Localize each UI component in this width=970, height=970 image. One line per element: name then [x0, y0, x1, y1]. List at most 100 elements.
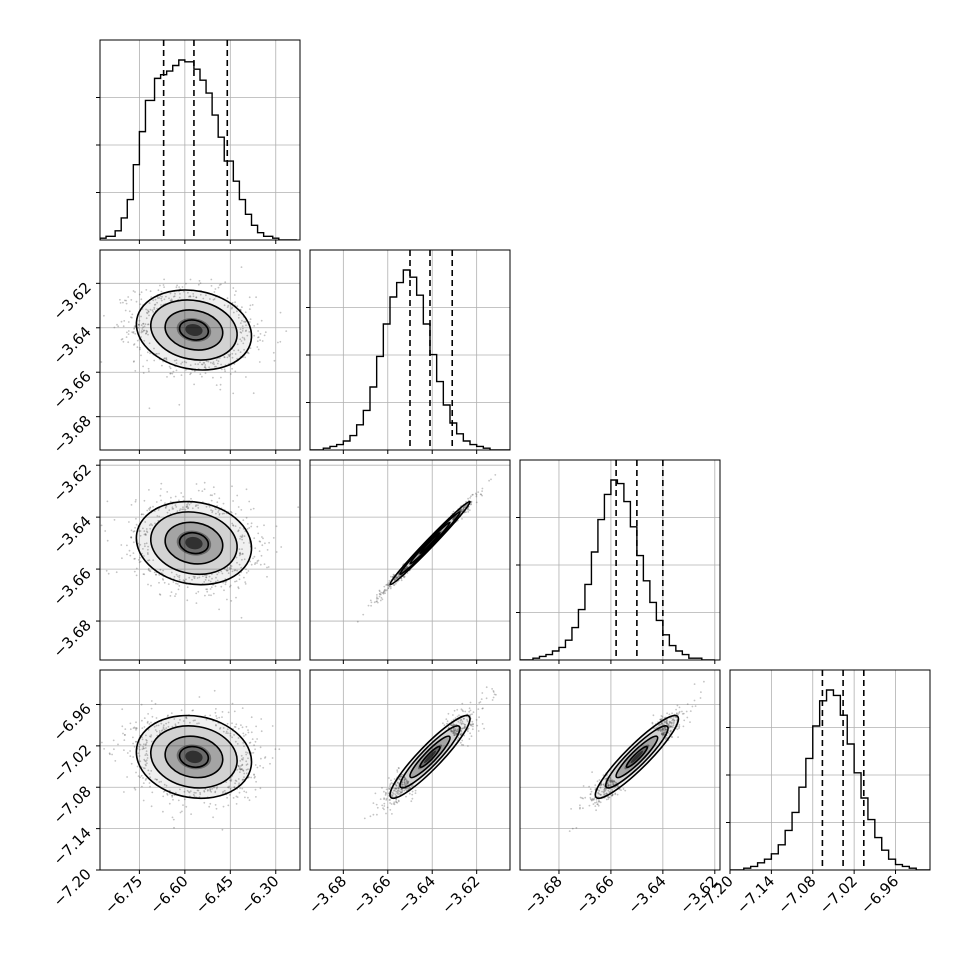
sample-point — [581, 797, 583, 799]
sample-point — [372, 813, 375, 816]
sample-point — [227, 711, 230, 714]
sample-point — [394, 787, 397, 790]
sample-point — [661, 733, 663, 736]
sample-point — [471, 720, 474, 723]
sample-point — [236, 569, 239, 572]
sample-point — [662, 728, 665, 731]
sample-point — [151, 524, 154, 527]
sample-point — [194, 575, 196, 578]
sample-point — [594, 788, 597, 790]
sample-point — [241, 558, 243, 561]
sample-point — [377, 597, 379, 600]
sample-point — [250, 563, 253, 566]
sample-point — [243, 735, 245, 737]
sample-point — [250, 522, 253, 525]
sample-point — [135, 771, 137, 774]
sample-point — [192, 709, 195, 712]
sample-point — [234, 513, 237, 515]
sample-point — [477, 491, 480, 493]
sample-point — [233, 710, 236, 713]
sample-point — [237, 506, 240, 508]
contour-2 — [399, 725, 461, 789]
sample-point — [129, 722, 132, 725]
sample-point — [453, 732, 455, 735]
sample-point — [392, 792, 395, 795]
sample-point — [175, 286, 178, 289]
sample-point — [248, 742, 251, 744]
sample-point — [221, 711, 224, 713]
sample-point — [378, 590, 381, 593]
sample-point — [257, 559, 260, 562]
sample-point — [670, 729, 672, 732]
sample-point — [158, 352, 160, 355]
sample-point — [120, 320, 123, 323]
sample-point — [160, 304, 162, 306]
sample-point — [253, 334, 256, 337]
sample-point — [396, 792, 398, 795]
sample-point — [231, 485, 233, 488]
sample-point — [411, 797, 414, 800]
sample-point — [256, 323, 259, 325]
sample-point — [678, 710, 681, 713]
sample-point — [160, 290, 163, 293]
sample-point — [228, 355, 231, 358]
sample-point — [165, 295, 167, 298]
sample-point — [659, 723, 662, 726]
sample-point — [493, 693, 496, 696]
sample-point — [149, 570, 152, 573]
sample-point — [385, 799, 388, 801]
sample-point — [141, 736, 143, 738]
sample-point — [605, 798, 608, 801]
sample-point — [146, 311, 148, 314]
sample-point — [568, 830, 571, 832]
sample-point — [254, 547, 257, 550]
sample-point — [461, 728, 463, 730]
sample-point — [232, 797, 235, 799]
sample-point — [159, 568, 162, 571]
y-tick-label: −3.62 — [50, 278, 95, 323]
sample-point — [243, 745, 245, 748]
sample-point — [213, 786, 215, 789]
sample-point — [173, 359, 176, 362]
sample-point — [147, 559, 150, 562]
sample-point — [462, 722, 465, 725]
sample-point — [226, 728, 229, 731]
sample-point — [607, 783, 610, 786]
sample-point — [235, 803, 238, 805]
sample-point — [237, 737, 240, 739]
sample-point — [152, 311, 155, 313]
sample-point — [224, 370, 227, 373]
sample-point — [203, 790, 206, 792]
sample-point — [264, 757, 266, 759]
sample-point — [236, 494, 239, 497]
sample-point — [597, 803, 599, 806]
sample-point — [133, 344, 135, 346]
sample-point — [199, 361, 201, 364]
sample-point — [140, 354, 142, 357]
sample-point — [405, 782, 408, 784]
sample-point — [609, 777, 612, 780]
sample-point — [478, 702, 481, 704]
sample-point — [205, 576, 208, 579]
sample-point — [174, 292, 176, 295]
sample-point — [179, 508, 182, 510]
sample-point — [247, 729, 249, 731]
sample-point — [605, 792, 607, 795]
sample-point — [376, 813, 378, 816]
sample-point — [666, 719, 668, 722]
sample-point — [220, 570, 223, 573]
sample-point — [134, 370, 137, 372]
sample-point — [369, 599, 372, 602]
sample-point — [132, 290, 135, 292]
sample-point — [491, 688, 493, 690]
sample-point — [154, 729, 157, 731]
sample-point — [221, 572, 224, 575]
sample-point — [376, 594, 378, 596]
sample-point — [398, 788, 400, 790]
sample-point — [128, 310, 131, 313]
sample-point — [455, 730, 458, 733]
sample-point — [245, 768, 248, 771]
sample-point — [247, 796, 249, 799]
sample-point — [201, 375, 203, 378]
sample-point — [144, 521, 147, 523]
